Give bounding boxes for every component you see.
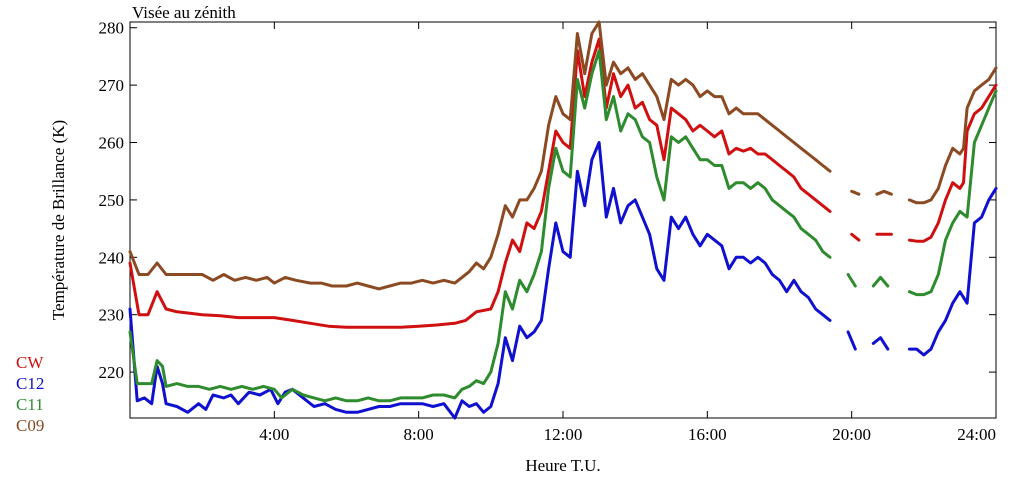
legend-entry-c11: C11 <box>16 395 44 414</box>
y-tick-label: 230 <box>99 306 125 325</box>
series-line-cw <box>128 37 998 329</box>
series-lines <box>128 20 998 420</box>
series-line-c11 <box>128 49 998 403</box>
y-tick-label: 250 <box>99 191 125 210</box>
series-line-c12 <box>128 141 998 420</box>
x-axis-label: Heure T.U. <box>525 456 600 475</box>
legend-entry-c12: C12 <box>16 374 44 393</box>
x-tick-label: 8:00 <box>404 425 434 444</box>
x-axis-ticks: 4:00 8:00 12:00 16:00 20:00 24:00 <box>259 22 997 444</box>
legend-entry-c09: C09 <box>16 416 44 435</box>
series-line-c09 <box>128 20 998 291</box>
y-tick-label: 240 <box>99 248 125 267</box>
y-tick-label: 270 <box>99 76 125 95</box>
x-tick-label: 12:00 <box>544 425 583 444</box>
x-tick-label: 24:00 <box>957 425 996 444</box>
x-tick-label: 20:00 <box>832 425 871 444</box>
legend: CW C12 C11 C09 <box>16 353 44 435</box>
y-axis-label: Température de Brillance (K) <box>49 120 68 320</box>
legend-entry-cw: CW <box>16 353 44 372</box>
y-tick-label: 280 <box>99 19 125 38</box>
y-tick-label: 260 <box>99 134 125 153</box>
chart-title: Visée au zénith <box>132 3 236 22</box>
x-tick-label: 4:00 <box>259 425 289 444</box>
y-tick-label: 220 <box>99 363 125 382</box>
plot-frame <box>129 21 997 419</box>
x-tick-label: 16:00 <box>688 425 727 444</box>
